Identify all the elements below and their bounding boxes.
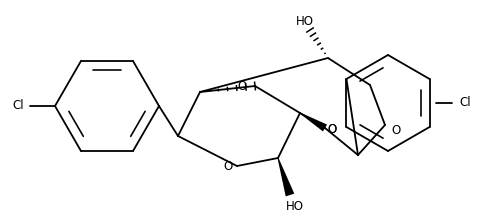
Polygon shape xyxy=(277,158,294,196)
Text: HO: HO xyxy=(286,200,303,213)
Text: Cl: Cl xyxy=(458,97,470,109)
Text: O: O xyxy=(326,123,336,136)
Text: O: O xyxy=(326,123,336,136)
Polygon shape xyxy=(299,112,326,131)
Text: O: O xyxy=(237,80,247,93)
Text: O: O xyxy=(390,124,399,137)
Text: Cl: Cl xyxy=(12,99,24,112)
Text: HO: HO xyxy=(295,15,313,28)
Text: O: O xyxy=(223,160,232,173)
